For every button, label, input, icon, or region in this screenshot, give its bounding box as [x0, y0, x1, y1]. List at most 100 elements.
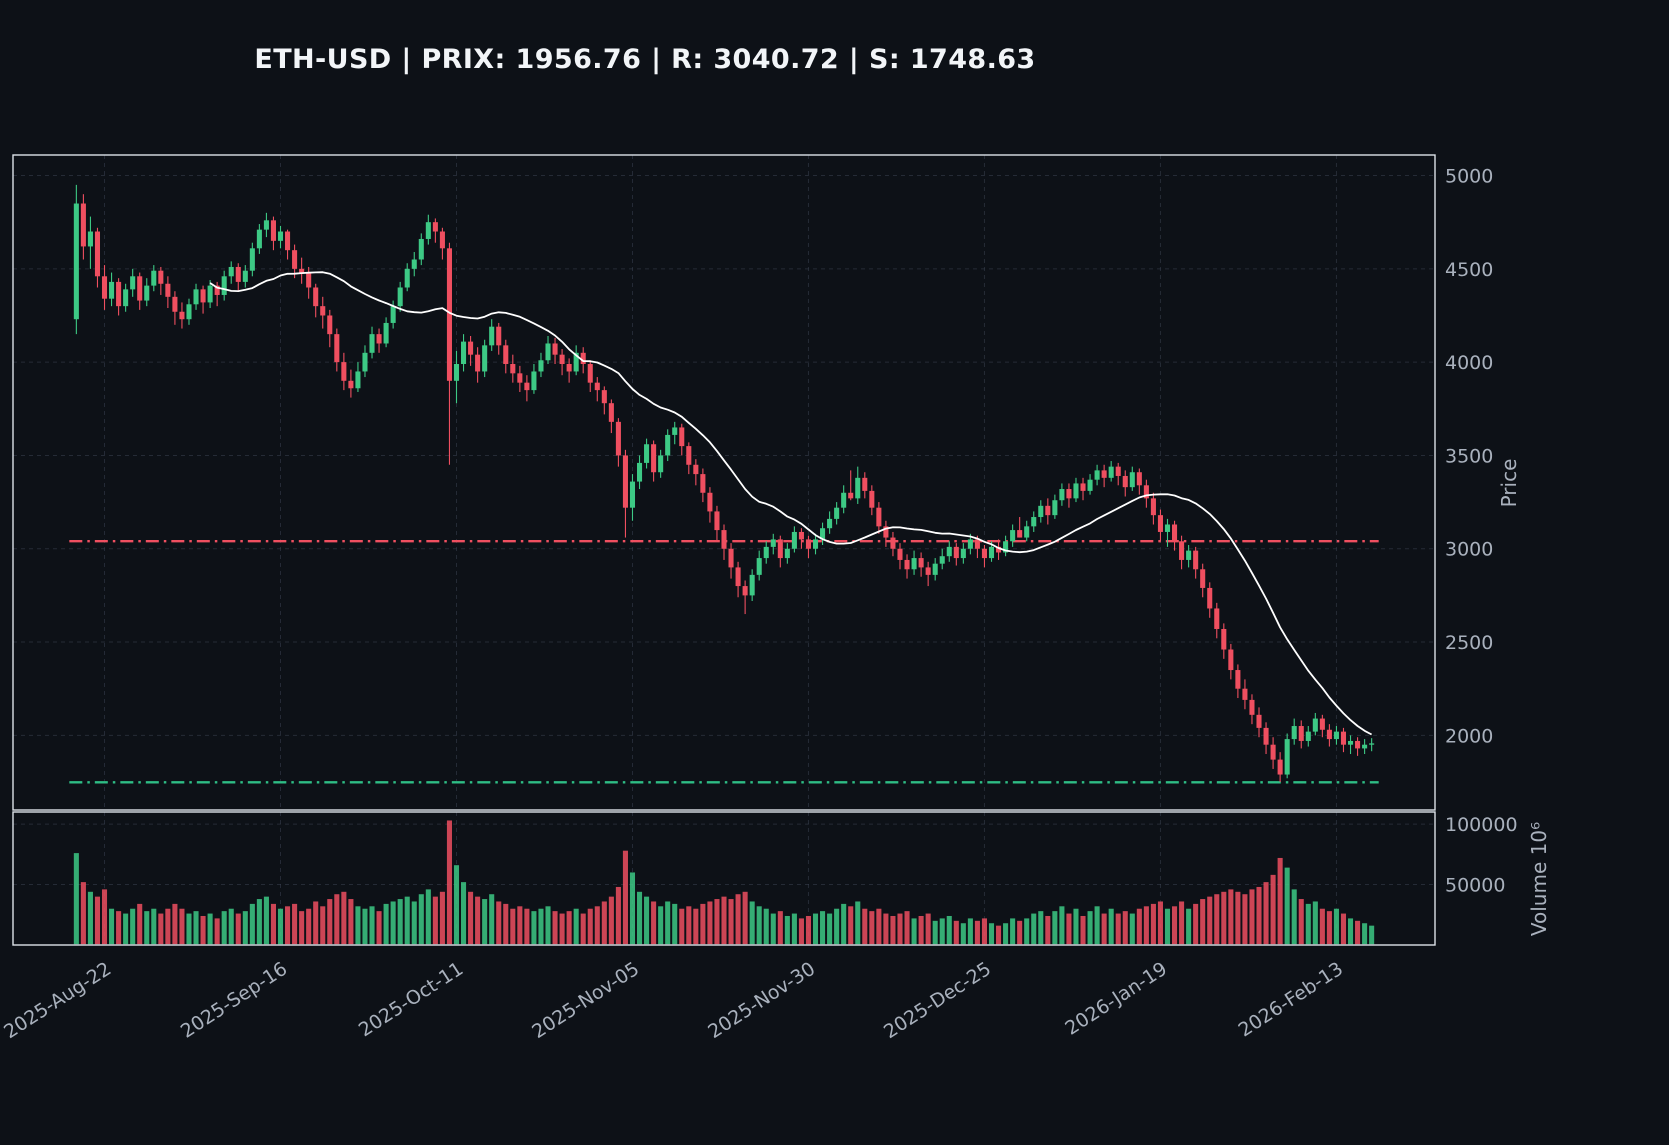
candle-body [1136, 472, 1142, 486]
candle-body [1052, 500, 1058, 516]
candle-body [123, 289, 129, 307]
candle-body [1038, 505, 1044, 518]
candle-body [306, 272, 312, 288]
candle-body [566, 364, 572, 372]
candle-body [1066, 489, 1072, 499]
volume-bar [1101, 913, 1107, 945]
candle-body [186, 304, 192, 320]
candle-body [348, 380, 354, 389]
candle-body [158, 270, 164, 284]
candle-body [320, 306, 326, 316]
volume-bar [1073, 908, 1079, 945]
candle-body [855, 477, 861, 499]
candle-body [953, 546, 959, 559]
volume-bar [587, 908, 593, 945]
volume-bar [1108, 908, 1114, 945]
volume-bar [249, 903, 255, 945]
candle-body [841, 492, 847, 508]
candle-body [404, 268, 410, 288]
volume-bar [1129, 913, 1135, 945]
volume-bar [693, 908, 699, 945]
candle-body [285, 231, 291, 251]
volume-bar [749, 901, 755, 945]
volume-bar [820, 911, 826, 945]
volume-bar [1298, 899, 1304, 945]
candle-body [763, 546, 769, 559]
candle-body [80, 203, 86, 247]
volume-bar [601, 901, 607, 945]
candle-body [636, 462, 643, 482]
candle-body [179, 311, 185, 320]
candle-body [1256, 714, 1262, 728]
volume-bar [531, 911, 537, 945]
candle-body [1080, 483, 1086, 491]
candle-body [805, 539, 812, 549]
candle-body [1193, 550, 1199, 570]
volume-bar [1319, 908, 1325, 945]
candle-body [665, 434, 671, 456]
date-tick-label: 2025-Nov-30 [704, 958, 819, 1043]
volume-bar [1355, 920, 1361, 945]
price-tick-label: 3000 [1445, 539, 1493, 561]
candle-body [981, 548, 987, 559]
candle-body [728, 548, 734, 568]
candle-body [974, 539, 980, 549]
candle-body [587, 364, 593, 383]
volume-bar [390, 901, 396, 945]
candle-body [453, 364, 460, 381]
volume-bar [123, 913, 129, 945]
volume-bar [1249, 889, 1255, 945]
candle-body [228, 266, 234, 277]
candle-body [1284, 739, 1290, 775]
volume-bar [1087, 911, 1093, 945]
candle-body [468, 341, 474, 355]
volume-bar [707, 901, 713, 945]
volume-bar [996, 925, 1002, 945]
candle-body [918, 558, 924, 568]
volume-bar [256, 899, 262, 945]
candle-body [362, 352, 368, 372]
candle-body [580, 352, 586, 365]
price-tick-label: 2500 [1445, 632, 1493, 654]
candle-body [1073, 483, 1079, 499]
candle-body [116, 281, 122, 307]
candle-body [235, 266, 241, 282]
volume-bar [1143, 906, 1149, 945]
volume-bar [1340, 913, 1347, 945]
candle-body [397, 287, 403, 307]
candle-body [334, 334, 340, 363]
volume-bar [700, 903, 706, 945]
volume-bar [1157, 901, 1163, 945]
candle-body [101, 276, 108, 299]
volume-bar [214, 918, 220, 945]
threshold-lines [69, 539, 1379, 784]
candle-body [559, 354, 565, 365]
volume-bar [270, 903, 276, 945]
volume-bar [446, 820, 452, 945]
candle-body [848, 492, 854, 499]
volume-bar [144, 911, 150, 945]
volume-bar [101, 889, 108, 945]
candle-body [798, 531, 804, 540]
candle-body [735, 567, 741, 587]
volume-bar [116, 911, 122, 945]
candle-body [594, 382, 600, 391]
candle-body [221, 276, 227, 295]
candle-body [686, 446, 692, 465]
candle-body [1291, 726, 1297, 740]
candle-body [1172, 524, 1178, 542]
volume-bar [524, 908, 530, 945]
volume-axis-label: Volume 10⁶ [1527, 822, 1551, 936]
volume-bar [812, 913, 819, 945]
volume-bar [545, 906, 551, 945]
candle-body [432, 222, 438, 232]
volume-bar [1052, 911, 1058, 945]
date-tick-label: 2025-Aug-22 [0, 958, 115, 1043]
candle-body [517, 373, 523, 383]
volume-bar [721, 896, 727, 945]
volume-bar [946, 915, 952, 945]
candle-body [482, 345, 488, 372]
volume-bar [777, 911, 783, 945]
candle-body [1312, 718, 1318, 732]
candle-body [1298, 726, 1304, 741]
